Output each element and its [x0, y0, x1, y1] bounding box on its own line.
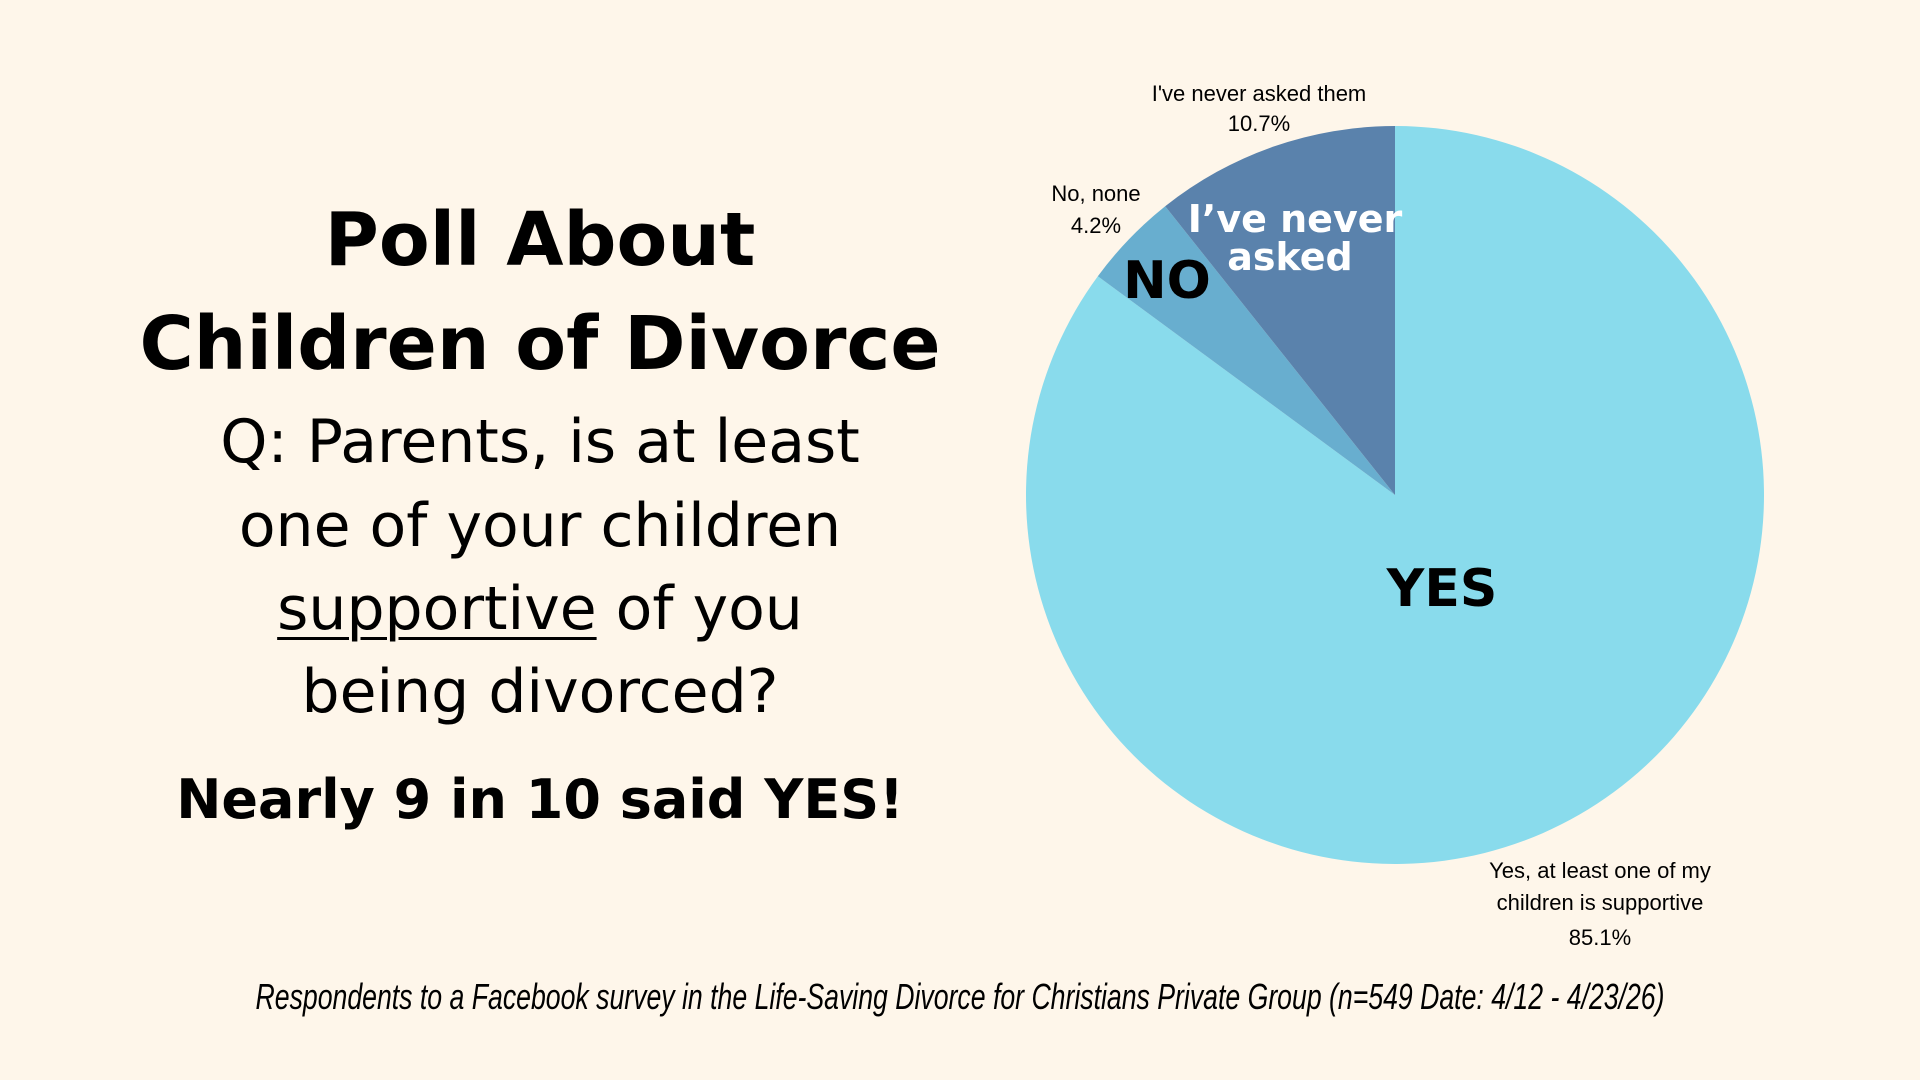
label-no: No, none [1051, 181, 1140, 206]
footer-source-note: Respondents to a Facebook survey in the … [255, 976, 1665, 1017]
question-line-2: one of your children [238, 491, 842, 561]
question-line-3: supportive of you [100, 579, 980, 639]
slice-no [1097, 206, 1395, 495]
label-yes-line-1: Yes, at least one of my [1489, 858, 1711, 883]
label-never-asked: I've never asked them [1152, 81, 1367, 106]
title-line-2: Children of Divorce [139, 301, 941, 387]
title-line-1: Poll About [324, 197, 756, 283]
question-line-1: Q: Parents, is at least [220, 407, 860, 477]
question-line-4: being divorced? [301, 657, 779, 727]
conclusion: Nearly 9 in 10 said YES! [176, 768, 904, 831]
label-yes-line-2: children is supportive [1497, 890, 1704, 915]
question-line-3-rest: of you [596, 574, 803, 644]
value-no: 4.2% [1071, 213, 1121, 238]
inner-label-no: NO [1123, 251, 1211, 311]
inner-label-never-asked-1: I’ve never [1188, 197, 1403, 241]
slice-never-asked [1165, 126, 1395, 495]
underlined-word: supportive [277, 574, 597, 644]
value-never-asked: 10.7% [1228, 111, 1290, 136]
value-yes: 85.1% [1569, 925, 1631, 950]
inner-label-never-asked-2: asked [1227, 235, 1353, 279]
inner-label-yes: YES [1386, 559, 1498, 619]
